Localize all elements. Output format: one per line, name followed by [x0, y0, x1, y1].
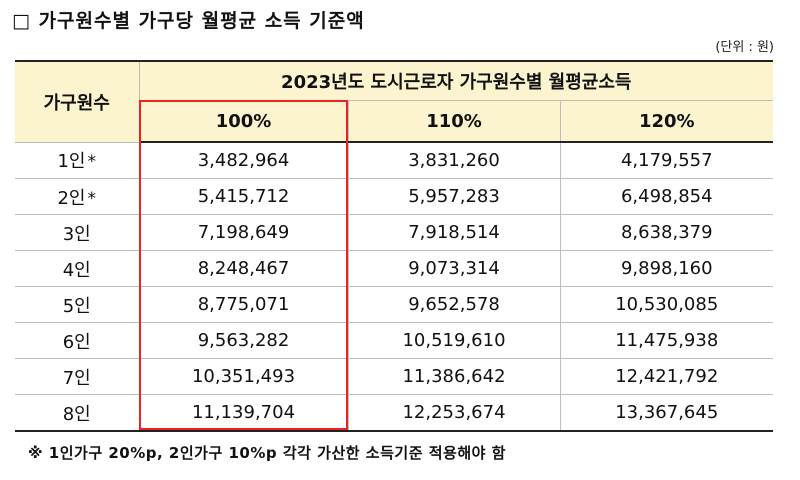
row-label-text: 1인 [57, 151, 86, 173]
row-label: 1인 * [15, 141, 140, 179]
table-row: 8인 11,139,704 12,253,674 13,367,645 [15, 394, 774, 432]
row-label: 3인 [15, 214, 140, 251]
table-row: 4인 8,248,467 9,073,314 9,898,160 [15, 250, 774, 287]
table-row: 7인 10,351,493 11,386,642 12,421,792 [15, 358, 774, 395]
cell-100: 7,198,649 [138, 214, 349, 251]
row-label: 7인 [15, 358, 140, 395]
unit-note: (단위 : 원) [715, 40, 774, 55]
row-label: 4인 [15, 250, 140, 287]
asterisk-mark: * [87, 152, 97, 173]
row-label: 6인 [15, 322, 140, 359]
cell-100: 11,139,704 [138, 394, 349, 432]
cell-120: 11,475,938 [559, 322, 774, 359]
table-row: 6인 9,563,282 10,519,610 11,475,938 [15, 322, 774, 359]
cell-110: 5,957,283 [347, 178, 561, 215]
cell-100: 3,482,964 [138, 141, 349, 179]
cell-120: 12,421,792 [559, 358, 774, 395]
cell-110: 12,253,674 [347, 394, 561, 432]
cell-110: 3,831,260 [347, 141, 561, 179]
cell-100: 10,351,493 [138, 358, 349, 395]
cell-120: 9,898,160 [559, 250, 774, 287]
column-header-100: 100% [139, 100, 349, 143]
cell-120: 6,498,854 [559, 178, 774, 215]
page-title: □ 가구원수별 가구당 월평균 소득 기준액 [12, 10, 365, 32]
cell-120: 10,530,085 [559, 286, 774, 323]
cell-100: 9,563,282 [138, 322, 349, 359]
row-header-household-size: 가구원수 [15, 60, 140, 143]
cell-110: 7,918,514 [347, 214, 561, 251]
income-table: 가구원수 2023년도 도시근로자 가구원수별 월평균소득 100% 110% … [15, 60, 774, 432]
column-header-120: 120% [559, 100, 774, 143]
cell-100: 5,415,712 [138, 178, 349, 215]
footnote: ※ 1인가구 20%p, 2인가구 10%p 각각 가산한 소득기준 적용해야 … [28, 444, 506, 462]
cell-110: 10,519,610 [347, 322, 561, 359]
table-row: 2인 * 5,415,712 5,957,283 6,498,854 [15, 178, 774, 215]
cell-110: 11,386,642 [347, 358, 561, 395]
row-label-text: 2인 [57, 187, 86, 209]
row-label: 8인 [15, 394, 140, 432]
cell-100: 8,775,071 [138, 286, 349, 323]
cell-120: 13,367,645 [559, 394, 774, 432]
cell-100: 8,248,467 [138, 250, 349, 287]
column-header-110: 110% [347, 100, 561, 143]
row-label: 5인 [15, 286, 140, 323]
cell-110: 9,652,578 [347, 286, 561, 323]
table-row: 1인 * 3,482,964 3,831,260 4,179,557 [15, 141, 774, 179]
table-row: 5인 8,775,071 9,652,578 10,530,085 [15, 286, 774, 323]
group-header: 2023년도 도시근로자 가구원수별 월평균소득 [138, 60, 774, 101]
row-label: 2인 * [15, 178, 140, 215]
cell-120: 8,638,379 [559, 214, 774, 251]
cell-110: 9,073,314 [347, 250, 561, 287]
cell-120: 4,179,557 [559, 141, 774, 179]
asterisk-mark: * [87, 188, 97, 209]
table-row: 3인 7,198,649 7,918,514 8,638,379 [15, 214, 774, 251]
